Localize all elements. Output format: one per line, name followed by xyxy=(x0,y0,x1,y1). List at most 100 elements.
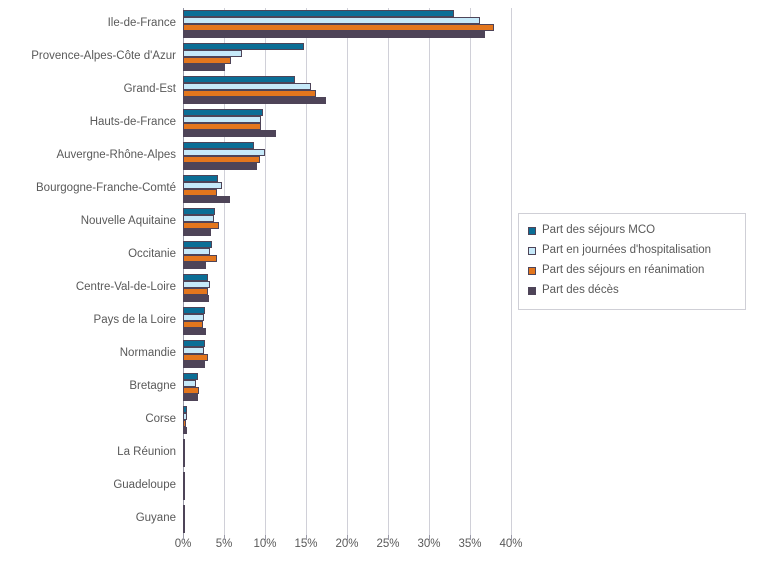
x-axis-tick xyxy=(306,535,307,540)
gridline-10% xyxy=(265,8,266,535)
legend-label: Part des séjours en réanimation xyxy=(542,264,705,277)
bar xyxy=(183,386,199,394)
bar-group xyxy=(183,74,511,107)
x-axis-tick xyxy=(511,535,512,540)
bar xyxy=(183,57,232,65)
legend-swatch-icon xyxy=(528,267,536,275)
x-axis-tick-label: 10% xyxy=(253,538,277,550)
bar xyxy=(183,379,197,387)
y-axis-category-label: Grand-Est xyxy=(123,83,176,96)
bar xyxy=(183,405,188,413)
bar xyxy=(183,64,225,72)
bar xyxy=(183,346,204,354)
x-axis-tick-label: 40% xyxy=(499,538,523,550)
bar xyxy=(183,287,209,295)
y-axis-category-label: Normandie xyxy=(119,346,176,359)
bar xyxy=(183,360,206,368)
bar xyxy=(183,142,254,150)
y-axis-category-label: Bourgogne-Franche-Comté xyxy=(36,182,176,195)
bar-group xyxy=(183,41,511,74)
y-axis-category-label: Nouvelle Aquitaine xyxy=(80,215,176,228)
y-axis-category-label: Pays de la Loire xyxy=(93,313,176,326)
bar xyxy=(183,196,230,204)
gridline-0% xyxy=(183,8,184,535)
legend-swatch-icon xyxy=(528,287,536,295)
legend-swatch-icon xyxy=(528,247,536,255)
y-axis-category-label: Provence-Alpes-Côte d'Azur xyxy=(31,50,176,63)
x-axis-tick xyxy=(470,535,471,540)
bar-group xyxy=(183,469,511,502)
bar xyxy=(183,518,185,526)
bar xyxy=(183,471,186,479)
x-axis-tick xyxy=(347,535,348,540)
bar xyxy=(183,43,304,51)
bar xyxy=(183,492,185,500)
gridline-25% xyxy=(388,8,389,535)
bar xyxy=(183,504,185,512)
bar xyxy=(183,353,208,361)
legend-item[interactable]: Part des séjours en réanimation xyxy=(528,261,736,281)
gridline-40% xyxy=(511,8,512,535)
bar xyxy=(183,306,206,314)
bar-group xyxy=(183,403,511,436)
bar-group xyxy=(183,370,511,403)
gridline-15% xyxy=(306,8,307,535)
bar xyxy=(183,10,454,18)
bar xyxy=(183,419,187,427)
bar-group xyxy=(183,337,511,370)
y-axis-category-label: Ile-de-France xyxy=(107,17,176,30)
bar xyxy=(183,255,218,263)
plot-area xyxy=(183,8,512,535)
y-axis-category-label: Auvergne-Rhône-Alpes xyxy=(56,149,176,162)
bar xyxy=(183,229,211,237)
bar xyxy=(183,24,494,32)
bar xyxy=(183,241,212,249)
bar xyxy=(183,372,198,380)
bar xyxy=(183,215,215,223)
bar xyxy=(183,31,485,39)
bar xyxy=(183,208,215,216)
legend-item[interactable]: Part des décès xyxy=(528,281,736,301)
bar xyxy=(183,182,222,190)
bar xyxy=(183,438,186,446)
legend-swatch-icon xyxy=(528,227,536,235)
bar xyxy=(183,327,206,335)
bar xyxy=(183,262,206,270)
x-axis-tick xyxy=(429,535,430,540)
bar xyxy=(183,485,186,493)
bar-group xyxy=(183,140,511,173)
bar xyxy=(183,76,296,84)
legend-item[interactable]: Part des séjours MCO xyxy=(528,221,736,241)
bar-group xyxy=(183,206,511,239)
bar xyxy=(183,83,311,91)
bar xyxy=(183,393,198,401)
x-axis-tick-label: 15% xyxy=(294,538,318,550)
bar xyxy=(183,280,211,288)
bar xyxy=(183,478,186,486)
y-axis-category-label: La Réunion xyxy=(117,445,176,458)
gridline-5% xyxy=(224,8,225,535)
x-axis-labels: 0% 5% 10% 15% 20% 25% 30% 35% 40% xyxy=(0,538,766,560)
bar-group xyxy=(183,107,511,140)
bar-group xyxy=(183,239,511,272)
bar xyxy=(183,109,263,117)
bar-group xyxy=(183,8,511,41)
y-axis-category-label: Guadeloupe xyxy=(113,478,176,491)
bar xyxy=(183,339,206,347)
bar xyxy=(183,175,219,183)
bar xyxy=(183,412,188,420)
bar xyxy=(183,511,185,519)
x-axis-tick-label: 0% xyxy=(174,538,192,550)
y-axis-category-label: Corse xyxy=(145,412,176,425)
bar-group xyxy=(183,436,511,469)
gridlines xyxy=(183,8,512,535)
gridline-30% xyxy=(429,8,430,535)
bar-group xyxy=(183,173,511,206)
bar-groups xyxy=(183,8,511,535)
y-axis-category-label: Occitanie xyxy=(128,248,176,261)
legend-item[interactable]: Part en journées d'hospitalisation xyxy=(528,241,736,261)
bar xyxy=(183,116,261,124)
gridline-35% xyxy=(470,8,471,535)
legend-label: Part des séjours MCO xyxy=(542,224,656,237)
